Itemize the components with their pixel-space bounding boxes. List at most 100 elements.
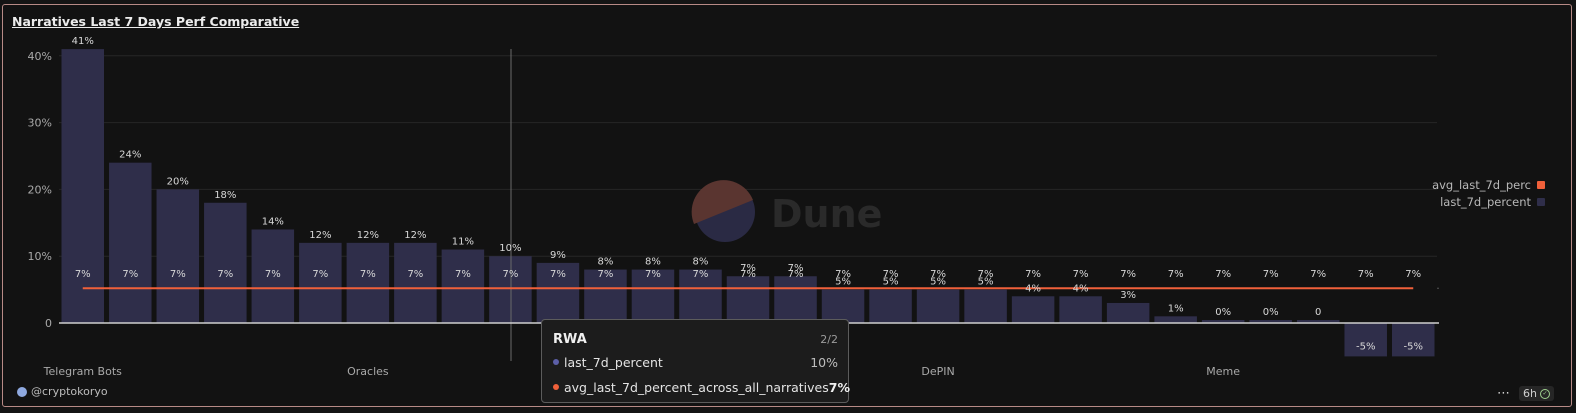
y-axis: 0 10% 20% 30% 40% [28,50,52,330]
bar-value-label: 12% [404,230,426,241]
check-circle-icon: ✓ [1540,388,1550,399]
chart-title[interactable]: Narratives Last 7 Days Perf Comparative [12,14,300,29]
avg-value-label: 7% [1405,269,1421,280]
avg-value-label: 7% [930,269,946,280]
bar [1344,323,1387,357]
avg-value-label: 7% [1073,269,1089,280]
y-tick-label: 20% [28,183,52,196]
legend-label-last-7d: last_7d_percent [1440,194,1531,209]
avg-value-label: 7% [693,269,709,280]
bar [346,242,390,323]
bar [631,269,675,323]
bar [584,269,627,323]
bar [536,262,580,323]
bar [869,289,912,323]
legend: avg_last_7d_perc last_7d_percent [1432,176,1545,210]
bar [1249,320,1292,323]
tooltip-row-last-7d: last_7d_percent 10% [553,350,838,374]
bar [109,162,152,323]
avg-value-label: 7% [217,269,233,280]
tooltip-value: 7% [828,379,850,395]
bar-value-label: 9% [550,250,566,261]
legend-item-avg[interactable]: avg_last_7d_perc [1432,176,1545,193]
legend-swatch-last-7d [1537,197,1545,206]
bar-value-label: 4% [1073,283,1089,294]
avg-value-label: 7% [1025,269,1041,280]
bar-value-label: 7% [788,263,804,274]
tooltip-header: RWA 2/2 [553,329,838,349]
avg-value-label: 7% [170,269,186,280]
bar-value-label: 5% [930,277,946,288]
tooltip-label: avg_last_7d_percent_across_all_narrative… [564,379,829,395]
bar [964,289,1007,323]
bar [679,269,722,323]
avg-value-label: 7% [1310,269,1326,280]
bar [1106,302,1150,323]
bar-value-label: 8% [598,257,614,268]
watermark-text: Dune [771,192,882,236]
x-tick-label: Meme [1206,365,1240,378]
avg-value-label: 7% [740,269,756,280]
author-link[interactable]: @cryptokoryo [17,385,108,398]
footer-controls: ⋯ 6h ✓ [1497,386,1554,401]
bar-value-label: 5% [835,277,851,288]
avg-value-label: 7% [598,269,614,280]
bar-value-label: 11% [452,237,474,248]
y-tick-label: 0 [45,317,52,330]
more-options-icon[interactable]: ⋯ [1497,385,1512,401]
tooltip-title: RWA [553,331,587,347]
author-name: @cryptokoryo [31,385,108,398]
bar [299,242,342,323]
bar-value-label: 12% [357,230,379,241]
bar [204,202,247,323]
x-tick-label: Oracles [347,365,389,378]
bar-value-label: 7% [740,263,756,274]
bar-value-label: 18% [214,190,236,201]
bar-value-label: 20% [167,176,189,187]
x-axis: Telegram Bots Oracles DePIN Meme [43,365,1241,378]
legend-item-last-7d[interactable]: last_7d_percent [1432,193,1545,210]
avg-value-label: 7% [788,269,804,280]
avg-value-label: 7% [1120,269,1136,280]
avg-value-label: 7% [883,269,899,280]
bar [1201,320,1245,323]
avg-value-label: 7% [407,269,423,280]
avg-value-label: 7% [645,269,661,280]
bar-value-label: -5% [1356,341,1375,352]
x-tick-label: Telegram Bots [43,365,122,378]
bar-value-label: 5% [978,277,994,288]
chart-area: Dune 0 10% 20% 30% 40% 41% 7% 24% 7% 20% 7% 18% 7% 1… [28,36,1439,378]
avg-value-label: 7% [75,269,91,280]
bar-value-label: 5% [883,277,899,288]
avg-value-label: 7% [1168,269,1184,280]
avg-value-label: 7% [1263,269,1279,280]
data-labels: 41% 7% 24% 7% 20% 7% 18% 7% 14% 7% 12% 7% 12% 7% 12% 7%… [72,36,1423,352]
avg-value-label: 7% [1358,269,1374,280]
avg-value-label: 7% [360,269,376,280]
tooltip-value: 10% [810,354,838,370]
bar-value-label: 0% [1215,307,1231,318]
bars [61,49,1435,357]
series-dot-icon [553,359,559,365]
bar [489,256,532,323]
refresh-badge[interactable]: 6h ✓ [1519,386,1554,401]
chart-card: Narratives Last 7 Days Perf Comparative … [2,4,1572,407]
bar [61,49,105,324]
tooltip-count: 2/2 [820,332,838,346]
bar-value-label: 1% [1168,303,1184,314]
bar-value-label: 10% [499,243,521,254]
y-tick-label: 40% [28,50,52,63]
bar [774,276,817,323]
dune-watermark: Dune [691,180,882,242]
avg-value-label: 7% [835,269,851,280]
bar [1391,323,1435,357]
bar-value-label: 0% [1263,307,1279,318]
bar [726,276,770,323]
bar [916,289,960,323]
series-dot-icon [553,384,559,390]
y-tick-label: 10% [28,250,52,263]
bar [156,189,200,323]
avg-value-label: 7% [265,269,281,280]
bar [821,289,865,323]
bar-value-label: 8% [645,257,661,268]
